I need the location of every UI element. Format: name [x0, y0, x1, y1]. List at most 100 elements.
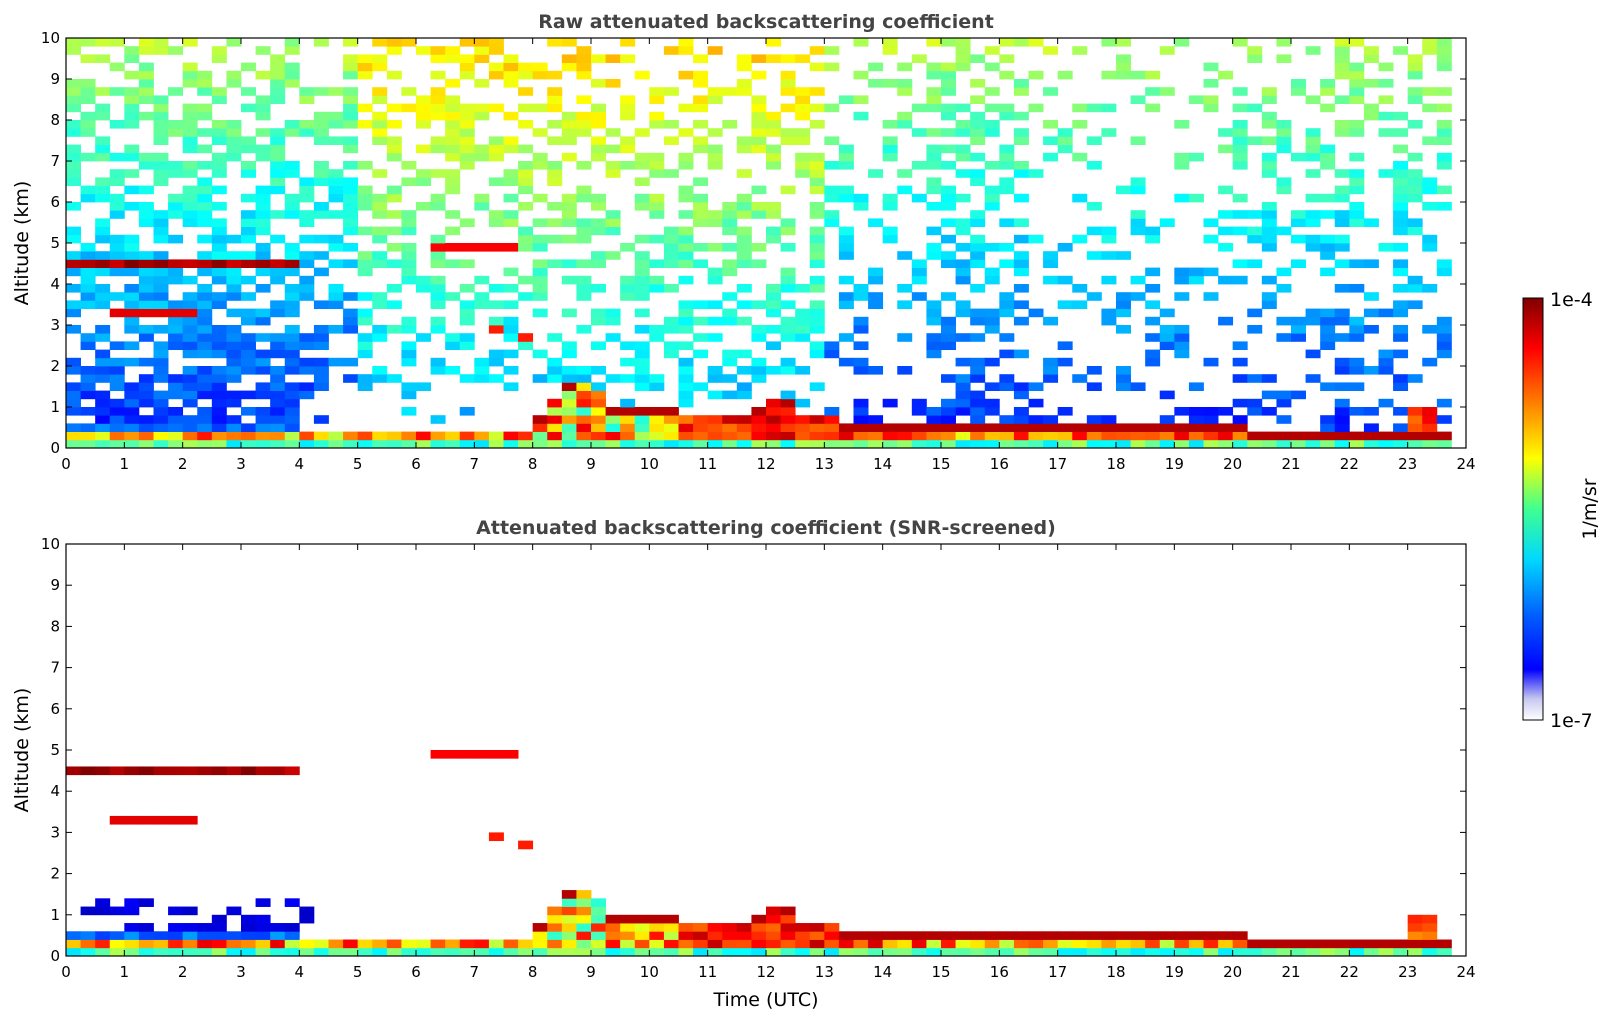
heatmap-cell	[1276, 120, 1292, 129]
heatmap-cell	[459, 136, 475, 145]
heatmap-cell	[488, 939, 504, 949]
heatmap-cell	[678, 325, 694, 334]
heatmap-cell	[1422, 136, 1438, 145]
heatmap-cell	[591, 431, 606, 441]
heatmap-cell	[722, 316, 738, 326]
heatmap-cell	[547, 366, 563, 375]
heatmap-cell	[416, 382, 431, 391]
heatmap-cell	[1349, 366, 1365, 375]
heatmap-cell	[853, 947, 869, 957]
heatmap-cell	[561, 136, 577, 145]
heatmap-cell	[1407, 169, 1423, 178]
heatmap-cell	[1261, 111, 1277, 121]
heatmap-cell	[1276, 947, 1292, 957]
heatmap-cell	[66, 308, 81, 318]
heatmap-cell	[284, 308, 300, 318]
heatmap-cell	[372, 136, 388, 145]
heatmap-cell	[605, 374, 621, 383]
heatmap-cell	[1013, 382, 1029, 391]
heatmap-cell	[445, 226, 461, 236]
heatmap-cell	[1407, 62, 1423, 72]
heatmap-cell	[1407, 218, 1423, 227]
heatmap-cell	[736, 931, 752, 940]
heatmap-cell	[984, 62, 1000, 72]
heatmap-cell	[1188, 947, 1204, 957]
heatmap-cell	[1145, 226, 1161, 236]
heatmap-cell	[547, 947, 563, 957]
colorbar: 1e-4 1e-7 1/m/sr	[1522, 289, 1601, 732]
heatmap-cell	[313, 439, 329, 449]
heatmap-cell	[1174, 333, 1190, 342]
heatmap-cell	[736, 284, 752, 293]
heatmap-cell	[999, 439, 1015, 449]
heatmap-cell	[1159, 218, 1175, 227]
heatmap-cell	[1232, 38, 1248, 47]
heatmap-cell	[343, 70, 359, 80]
heatmap-cell	[547, 906, 563, 916]
heatmap-cell	[561, 62, 577, 72]
heatmap-cell	[1188, 275, 1204, 285]
heatmap-cell	[182, 300, 198, 309]
heatmap-cell	[474, 111, 490, 121]
heatmap-cell	[766, 947, 781, 957]
heatmap-cell	[999, 243, 1015, 252]
heatmap-cell	[1203, 234, 1219, 244]
heatmap-cell	[576, 259, 592, 268]
heatmap-cell	[124, 898, 140, 907]
heatmap-cell	[1043, 431, 1059, 441]
heatmap-cell	[1057, 423, 1073, 432]
heatmap-cell	[401, 210, 417, 219]
heatmap-cell	[80, 407, 96, 416]
heatmap-cell	[868, 415, 884, 424]
heatmap-cell	[66, 128, 81, 137]
heatmap-cell	[211, 398, 227, 408]
heatmap-cell	[766, 144, 781, 154]
heatmap-cell	[605, 308, 621, 318]
heatmap-cell	[168, 415, 184, 424]
heatmap-cell	[1334, 38, 1350, 47]
heatmap-cell	[999, 38, 1015, 47]
heatmap-cell	[1188, 439, 1204, 449]
heatmap-cell	[357, 185, 373, 195]
heatmap-cell	[1057, 243, 1073, 252]
heatmap-cell	[620, 275, 636, 285]
heatmap-cell	[970, 308, 986, 318]
heatmap-cell	[66, 79, 81, 88]
heatmap-cell	[576, 374, 592, 383]
heatmap-cell	[430, 136, 446, 145]
x-tick-label: 19	[1165, 455, 1184, 473]
heatmap-cell	[707, 390, 723, 400]
heatmap-cell	[941, 251, 956, 260]
heatmap-cell	[226, 251, 242, 260]
heatmap-cell	[284, 898, 300, 907]
heatmap-cell	[649, 914, 665, 924]
heatmap-cell	[80, 390, 96, 400]
heatmap-cell	[649, 923, 665, 932]
heatmap-cell	[634, 267, 650, 277]
heatmap-cell	[838, 292, 854, 301]
heatmap-cell	[153, 267, 169, 277]
heatmap-cell	[1291, 390, 1306, 400]
heatmap-cell	[416, 284, 431, 293]
heatmap-cell	[1320, 939, 1336, 949]
heatmap-cell	[1203, 62, 1219, 72]
heatmap-cell	[1291, 431, 1306, 441]
heatmap-cell	[1218, 144, 1234, 154]
heatmap-cell	[153, 46, 169, 55]
heatmap-cell	[1305, 431, 1321, 441]
heatmap-cell	[1349, 284, 1365, 293]
heatmap-cell	[168, 202, 184, 211]
heatmap-cell	[809, 152, 825, 162]
heatmap-cell	[430, 316, 446, 326]
heatmap-cell	[868, 431, 884, 441]
heatmap-cell	[211, 128, 227, 137]
heatmap-cell	[809, 316, 825, 326]
heatmap-cell	[736, 366, 752, 375]
heatmap-cell	[1203, 292, 1219, 301]
heatmap-cell	[1334, 120, 1350, 129]
heatmap-cell	[780, 226, 796, 236]
heatmap-cell	[1174, 120, 1190, 129]
heatmap-cell	[707, 939, 723, 949]
heatmap-cell	[430, 275, 446, 285]
heatmap-cell	[999, 939, 1015, 949]
